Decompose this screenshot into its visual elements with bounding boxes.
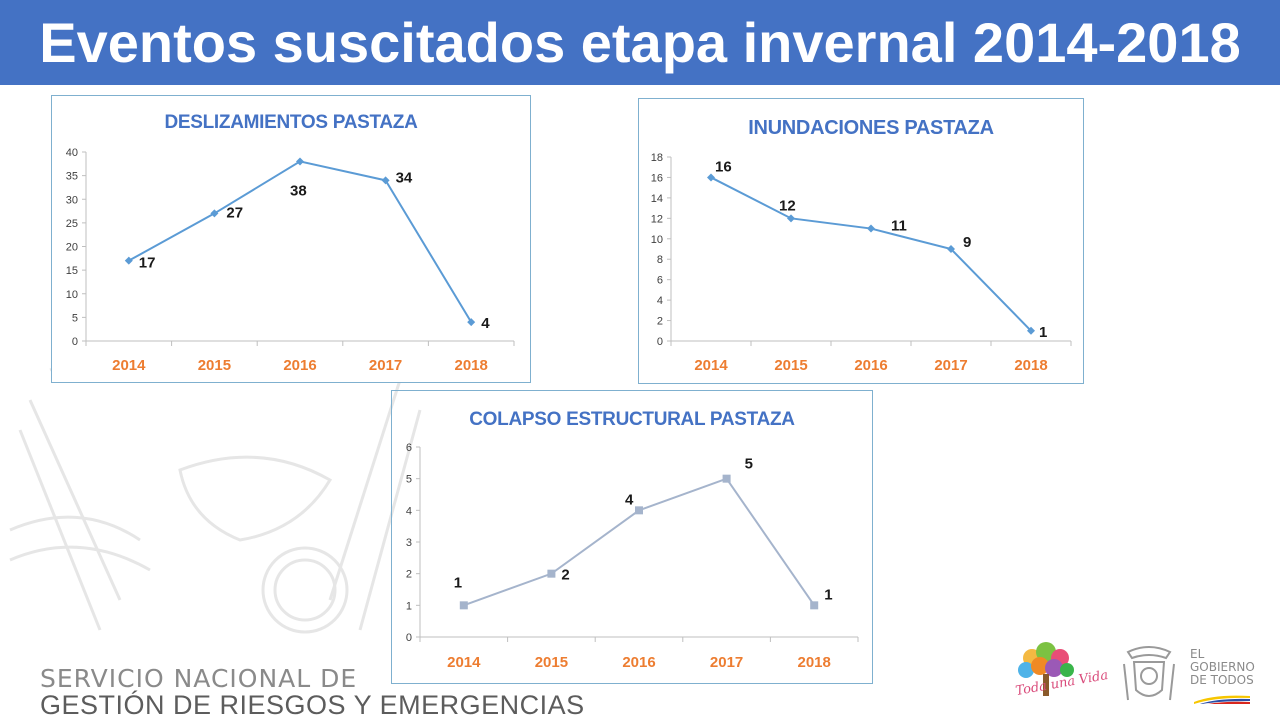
data-label: 12 [779, 197, 796, 214]
data-point [810, 601, 819, 610]
x-tick-label: 2014 [447, 654, 481, 671]
line-chart-colapso: 0 1 2 3 4 5 6 2014 2015 2016 2017 2018 1 2 4 5 1 [406, 442, 859, 671]
x-tick-label: 2015 [535, 654, 568, 671]
data-label: 2 [561, 567, 569, 584]
data-label: 17 [139, 255, 156, 272]
y-tick-label: 1 [406, 600, 412, 612]
y-tick-label: 10 [651, 234, 663, 246]
data-point [867, 224, 875, 233]
y-tick-label: 14 [651, 193, 663, 205]
data-label: 34 [396, 169, 413, 186]
data-point [635, 506, 643, 515]
data-point [467, 318, 476, 327]
y-tick-label: 6 [406, 442, 412, 454]
x-tick-label: 2017 [934, 357, 967, 374]
data-point [210, 209, 219, 218]
data-label: 1 [1039, 324, 1047, 341]
y-tick-label: 8 [657, 254, 663, 266]
data-point [547, 569, 556, 578]
y-tick-label: 16 [651, 172, 663, 184]
series-line [710, 176, 1032, 332]
x-tick-label: 2014 [694, 357, 728, 374]
y-tick-label: 0 [406, 632, 412, 644]
data-label: 1 [454, 574, 462, 591]
data-point [707, 173, 715, 182]
data-point [722, 474, 731, 483]
data-point [124, 256, 133, 265]
x-tick-label: 2018 [455, 357, 488, 374]
data-label: 27 [226, 204, 243, 221]
x-tick-label: 2017 [369, 357, 402, 374]
y-tick-label: 18 [651, 152, 663, 164]
data-label: 4 [481, 315, 490, 332]
page-title: Eventos suscitados etapa invernal 2014-2… [0, 0, 1280, 85]
data-label: 9 [963, 234, 971, 251]
x-tick-label: 2018 [1014, 357, 1047, 374]
series-line [463, 477, 816, 607]
y-tick-label: 6 [657, 275, 663, 287]
data-label: 4 [625, 491, 634, 508]
line-chart-inundaciones: 0 2 4 6 8 10 12 14 16 18 2014 2015 2016 2017 2018 16 12 1… [651, 152, 1072, 374]
y-tick-label: 35 [66, 171, 78, 183]
y-tick-label: 2 [406, 569, 412, 581]
footer-agency-line1: SERVICIO NACIONAL DE [40, 664, 358, 693]
data-point [459, 601, 468, 610]
toda-una-vida-logo [1018, 642, 1074, 696]
data-label: 1 [824, 586, 832, 603]
data-point [296, 157, 304, 166]
gob-line2: GOBIERNO [1190, 660, 1255, 674]
y-tick-label: 3 [406, 537, 412, 549]
y-tick-label: 4 [406, 505, 412, 517]
y-tick-label: 5 [72, 312, 78, 324]
line-chart-deslizamientos: 0 5 10 15 20 25 30 35 40 2014 2015 2016 2017 2018 17 27… [66, 147, 515, 374]
chart-inundaciones: INUNDACIONES PASTAZA 0 2 4 6 8 10 12 14 16 18 2014… [638, 98, 1084, 384]
chart-title: COLAPSO ESTRUCTURAL PASTAZA [469, 409, 795, 430]
data-label: 11 [891, 218, 907, 235]
y-tick-label: 10 [66, 289, 78, 301]
chart-deslizamientos: DESLIZAMIENTOS PASTAZA 0 5 10 15 20 25 30 35 40 2… [51, 95, 531, 383]
ecuador-shield-logo [1123, 646, 1175, 701]
data-label: 38 [290, 182, 307, 199]
chart-title: INUNDACIONES PASTAZA [748, 117, 994, 139]
x-tick-label: 2018 [798, 654, 831, 671]
gob-line3: DE TODOS [1190, 673, 1254, 687]
y-tick-label: 15 [66, 265, 78, 277]
chart-colapso: COLAPSO ESTRUCTURAL PASTAZA 0 1 2 3 4 5 6 2014 2… [391, 390, 873, 684]
data-label: 5 [745, 456, 753, 473]
x-tick-label: 2015 [774, 357, 807, 374]
x-tick-label: 2017 [710, 654, 743, 671]
data-point [947, 245, 955, 253]
y-tick-label: 25 [66, 218, 78, 230]
gob-line1: EL [1190, 647, 1205, 661]
y-tick-label: 0 [72, 336, 78, 348]
data-label: 16 [715, 158, 732, 175]
y-tick-label: 40 [66, 147, 78, 159]
y-tick-label: 30 [66, 194, 78, 206]
data-point [381, 176, 390, 185]
chart-title: DESLIZAMIENTOS PASTAZA [164, 112, 418, 133]
gobierno-flag-stripe [1194, 695, 1250, 704]
y-tick-label: 12 [651, 213, 663, 225]
x-tick-label: 2016 [622, 654, 655, 671]
y-tick-label: 2 [657, 316, 663, 328]
footer-agency-line2: GESTIÓN DE RIESGOS Y EMERGENCIAS [40, 690, 585, 720]
x-tick-label: 2016 [283, 357, 316, 374]
x-tick-label: 2014 [112, 357, 146, 374]
y-tick-label: 4 [657, 295, 663, 307]
data-point [1027, 326, 1035, 335]
y-tick-label: 5 [406, 474, 412, 486]
data-point [787, 214, 795, 223]
gobierno-logo-text: EL GOBIERNO DE TODOS [1190, 648, 1255, 687]
y-tick-label: 20 [66, 242, 78, 254]
x-tick-label: 2015 [198, 357, 231, 374]
x-tick-label: 2016 [854, 357, 887, 374]
y-tick-label: 0 [657, 336, 663, 348]
